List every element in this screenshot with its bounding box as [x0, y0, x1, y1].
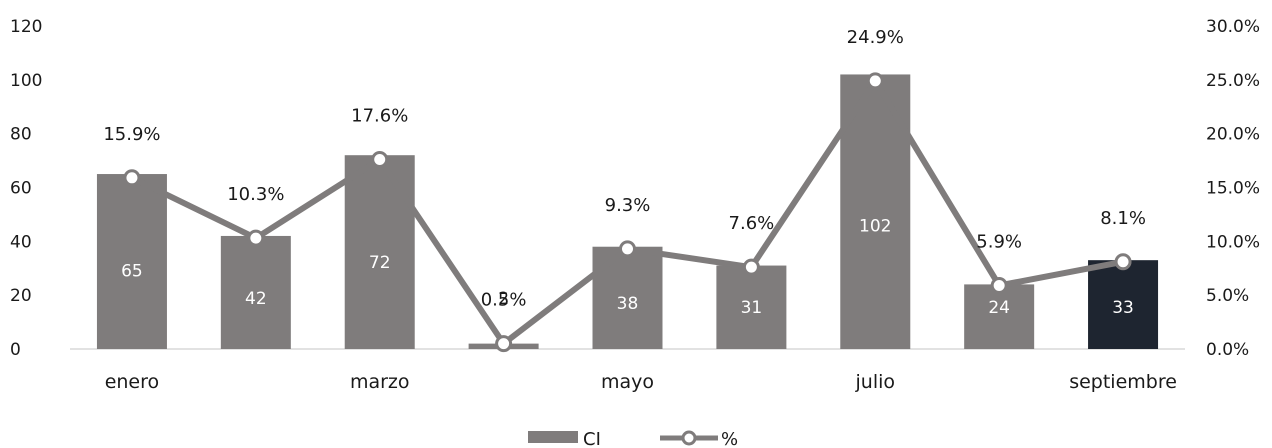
x-tick-label: septiembre [1069, 371, 1177, 393]
legend-bar-swatch [528, 431, 578, 443]
left-tick-label: 20 [10, 286, 32, 306]
bar-agosto [964, 284, 1035, 349]
line-point-junio [742, 258, 760, 276]
right-tick-label: 25.0% [1206, 71, 1260, 91]
left-tick-label: 40 [10, 232, 32, 252]
line-value-label: 7.6% [729, 213, 775, 234]
line-value-label: 17.6% [351, 106, 408, 127]
left-tick-label: 0 [10, 340, 21, 360]
line-value-label: 10.3% [227, 184, 284, 205]
right-tick-label: 10.0% [1206, 232, 1260, 252]
bar-enero [96, 174, 167, 349]
line-point-febrero [247, 229, 265, 247]
legend: CI % [528, 429, 738, 448]
line-point-agosto [990, 276, 1008, 294]
right-y-axis: 0.0% 5.0% 10.0% 15.0% 20.0% 25.0% 30.0% [1206, 17, 1260, 360]
line-point-marzo [371, 151, 389, 169]
right-tick-label: 20.0% [1206, 125, 1260, 145]
line-value-label: 9.3% [605, 195, 651, 216]
bar-value-label: 31 [741, 298, 763, 318]
bar-febrero [220, 235, 291, 349]
left-tick-label: 60 [10, 179, 32, 199]
bar-septiembre [1088, 260, 1159, 349]
legend-line-label: % [721, 429, 738, 448]
bar-value-label: 33 [1112, 298, 1134, 318]
x-tick-label: julio [855, 371, 896, 393]
x-tick-label: enero [105, 371, 159, 393]
left-tick-label: 120 [10, 17, 42, 37]
right-tick-label: 15.0% [1206, 179, 1260, 199]
right-tick-label: 30.0% [1206, 17, 1260, 37]
bar-value-label: 24 [988, 298, 1010, 318]
x-tick-label: mayo [601, 371, 654, 393]
x-tick-label: marzo [350, 371, 410, 393]
line-point-abril [495, 335, 513, 353]
bar-value-label: 65 [121, 261, 143, 281]
line-value-label: 24.9% [847, 27, 904, 48]
legend-line-marker [681, 430, 697, 446]
line-point-septiembre [1114, 253, 1132, 271]
line-series [123, 72, 1132, 353]
bar-data-labels: 65 42 72 2 38 31 102 24 33 [121, 216, 1134, 318]
left-tick-label: 80 [10, 125, 32, 145]
legend-bar-label: CI [583, 429, 601, 448]
bar-marzo [344, 155, 415, 349]
bar-value-label: 72 [369, 253, 391, 273]
line-point-julio [866, 72, 884, 90]
line-value-label: 5.9% [976, 231, 1022, 252]
bar-value-label: 2 [498, 289, 509, 309]
line-point-enero [123, 169, 141, 187]
bar-value-label: 42 [245, 289, 267, 309]
left-tick-label: 100 [10, 71, 42, 91]
line-point-mayo [619, 240, 636, 258]
bar-value-label: 38 [617, 294, 639, 314]
right-tick-label: 0.0% [1206, 340, 1249, 360]
line-value-label: 15.9% [103, 124, 160, 145]
bar-value-label: 102 [859, 216, 891, 236]
right-tick-label: 5.0% [1206, 286, 1249, 306]
x-axis-category-labels: enero marzo mayo julio septiembre [105, 371, 1177, 393]
bar-junio [716, 265, 787, 349]
line-value-label: 8.1% [1100, 208, 1146, 229]
line-value-label: 0.5% [481, 290, 527, 311]
left-y-axis: 0 20 40 60 80 100 120 [10, 17, 42, 360]
line-data-labels: 15.9% 10.3% 17.6% 0.5% 9.3% 7.6% 24.9% 5.9% 8.1% [103, 27, 1146, 311]
